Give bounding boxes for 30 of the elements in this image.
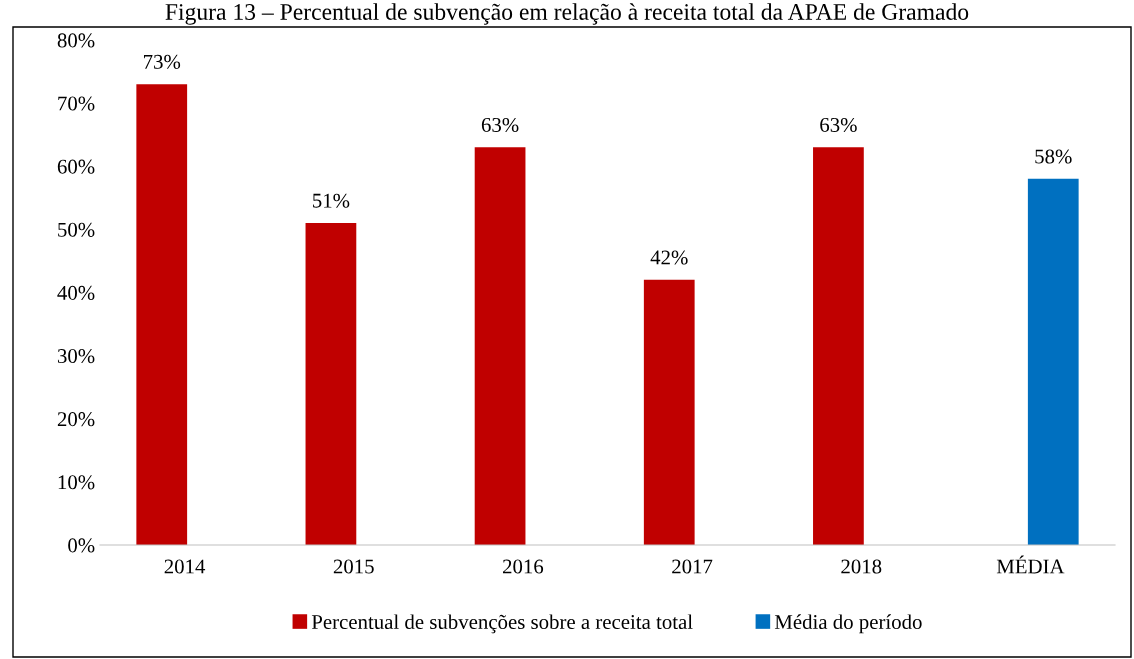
bar	[474, 147, 526, 545]
x-tick-label: 2014	[164, 559, 206, 574]
y-tick-label: 30%	[57, 349, 95, 364]
bar	[1027, 178, 1079, 545]
x-tick-label: 2018	[841, 559, 882, 574]
y-tick-label: 70%	[58, 96, 95, 111]
y-tick-label: 60%	[57, 159, 95, 174]
y-tick-label: 10%	[58, 475, 95, 490]
bar	[643, 279, 695, 545]
x-tick-label: MÉDIA	[996, 555, 1065, 574]
x-tick-label: 2016	[503, 559, 544, 574]
y-tick-label: 80%	[57, 33, 95, 48]
bar	[813, 147, 864, 545]
chart-title: Figura 13 – Percentual de subvenção em relação à receita total da APAE de Gramado	[165, 3, 969, 25]
text: 63%	[481, 117, 519, 133]
text: 42%	[650, 250, 688, 265]
legend-label: Percentual de subvenções sobre a receita total	[311, 614, 693, 634]
bar	[136, 84, 188, 545]
text: 51%	[313, 193, 350, 208]
y-tick-label: 40%	[57, 285, 95, 300]
y-tick-label: 50%	[58, 222, 95, 237]
y-tick-label: 0%	[68, 538, 95, 553]
text: 58%	[1035, 149, 1072, 164]
x-tick-label: 2015	[333, 559, 374, 574]
bar	[305, 223, 357, 545]
text: 73%	[144, 54, 181, 69]
legend-label: Média do período	[774, 614, 922, 634]
y-tick-label: 20%	[57, 412, 95, 427]
x-tick-label: 2017	[672, 559, 713, 574]
text: 63%	[820, 117, 857, 133]
